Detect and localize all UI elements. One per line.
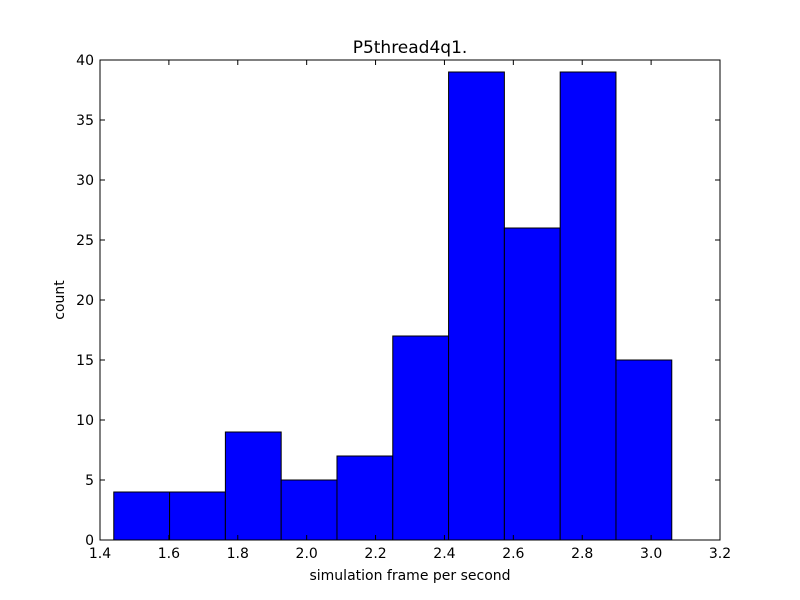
bars-group <box>113 71 673 541</box>
y-tick-label: 25 <box>76 233 94 249</box>
histogram-bar <box>113 491 171 541</box>
x-tick-label: 2.8 <box>571 546 593 562</box>
y-axis-label: count <box>52 280 68 320</box>
y-tick-label: 15 <box>76 353 94 369</box>
x-tick-label: 1.8 <box>227 546 249 562</box>
histogram-bar <box>224 431 282 541</box>
y-tick-label: 0 <box>85 533 94 549</box>
x-tick-label: 2.6 <box>502 546 524 562</box>
x-axis-ticks: 1.4 1.6 1.8 2.0 2.2 2.4 2.6 2.8 3.0 3.2 <box>89 60 731 562</box>
y-tick-label: 20 <box>76 293 94 309</box>
histogram-bar <box>503 227 561 541</box>
y-tick-label: 10 <box>76 413 94 429</box>
x-axis-label: simulation frame per second <box>309 568 510 584</box>
y-tick-label: 40 <box>76 53 94 69</box>
y-axis-ticks: 0 5 10 15 20 25 30 35 40 <box>76 53 720 549</box>
y-tick-label: 30 <box>76 173 94 189</box>
histogram-bar <box>392 335 450 541</box>
histogram-bar <box>336 455 394 541</box>
x-tick-label: 2.2 <box>364 546 386 562</box>
x-tick-label: 3.0 <box>640 546 662 562</box>
chart-title: P5thread4q1. <box>353 38 468 58</box>
y-tick-label: 5 <box>85 473 94 489</box>
histogram-bar <box>280 479 338 541</box>
histogram-bar <box>615 359 673 541</box>
x-tick-label: 2.0 <box>296 546 318 562</box>
histogram-bar <box>169 491 226 541</box>
histogram-bar <box>559 71 617 541</box>
histogram-bar <box>448 71 505 541</box>
x-tick-label: 3.2 <box>709 546 731 562</box>
y-tick-label: 35 <box>76 113 94 129</box>
x-tick-label: 1.4 <box>89 546 111 562</box>
x-tick-label: 1.6 <box>158 546 180 562</box>
x-tick-label: 2.4 <box>433 546 455 562</box>
